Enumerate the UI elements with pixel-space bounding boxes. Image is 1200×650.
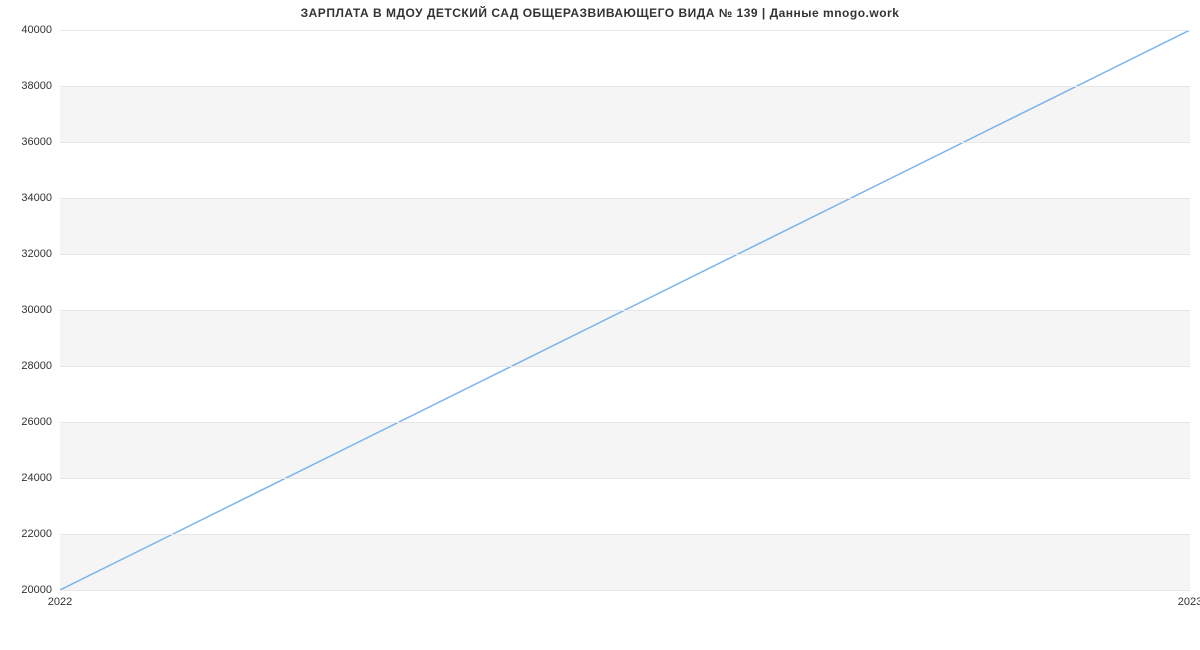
y-gridline bbox=[60, 310, 1190, 311]
y-tick-label: 36000 bbox=[21, 136, 52, 148]
y-gridline bbox=[60, 422, 1190, 423]
y-gridline bbox=[60, 534, 1190, 535]
plot-area: 2000022000240002600028000300003200034000… bbox=[60, 30, 1190, 590]
chart-container: ЗАРПЛАТА В МДОУ ДЕТСКИЙ САД ОБЩЕРАЗВИВАЮ… bbox=[0, 0, 1200, 650]
y-gridline bbox=[60, 590, 1190, 591]
y-tick-label: 30000 bbox=[21, 304, 52, 316]
y-tick-label: 32000 bbox=[21, 248, 52, 260]
y-tick-label: 28000 bbox=[21, 360, 52, 372]
chart-title: ЗАРПЛАТА В МДОУ ДЕТСКИЙ САД ОБЩЕРАЗВИВАЮ… bbox=[0, 6, 1200, 20]
x-tick-label: 2022 bbox=[48, 596, 72, 608]
x-tick-label: 2023 bbox=[1178, 596, 1200, 608]
y-tick-label: 34000 bbox=[21, 192, 52, 204]
y-gridline bbox=[60, 366, 1190, 367]
y-gridline bbox=[60, 478, 1190, 479]
y-gridline bbox=[60, 254, 1190, 255]
y-tick-label: 24000 bbox=[21, 472, 52, 484]
y-gridline bbox=[60, 86, 1190, 87]
y-tick-label: 40000 bbox=[21, 24, 52, 36]
y-tick-label: 26000 bbox=[21, 416, 52, 428]
y-gridline bbox=[60, 142, 1190, 143]
y-tick-label: 38000 bbox=[21, 80, 52, 92]
y-gridline bbox=[60, 198, 1190, 199]
y-gridline bbox=[60, 30, 1190, 31]
y-tick-label: 22000 bbox=[21, 528, 52, 540]
y-tick-label: 20000 bbox=[21, 584, 52, 596]
